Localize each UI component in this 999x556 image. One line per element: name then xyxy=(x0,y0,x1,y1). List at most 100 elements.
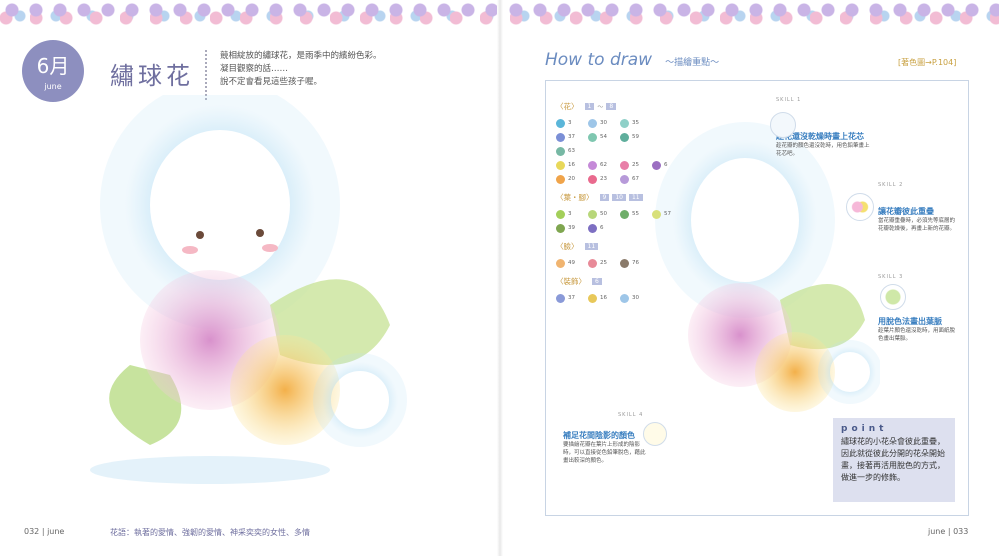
point-box: point 繡球花的小花朵會彼此重疊，因此就從彼此分開的花朵開始畫，接著再活用脫… xyxy=(833,418,955,502)
swatch-number: 50 xyxy=(600,211,607,217)
swatch-color xyxy=(588,160,597,170)
swatch: 67 xyxy=(620,174,652,184)
title-divider xyxy=(205,50,207,100)
skill-title: 補足花間陰影的顏色 xyxy=(563,431,635,440)
swatch-row: 37 54 59 xyxy=(556,130,686,144)
swatch-color xyxy=(556,146,565,156)
skill-circle xyxy=(880,284,906,310)
page-number: 032 xyxy=(24,527,40,536)
swatch-number: 16 xyxy=(568,162,575,168)
palette-group: 〈裝飾〉 6 xyxy=(556,276,686,287)
puddle xyxy=(90,456,330,484)
palette: 〈花〉 1 ～ 8 3 30 35 37 54 59 63 16 62 25 6 20 23 67 〈葉・腳〉 9 10… xyxy=(556,95,686,305)
badge: 1 xyxy=(584,103,595,110)
skill-text: 趁葉片顏色還沒乾時，用面紙脫色畫出葉脈。 xyxy=(878,328,956,342)
swatch: 30 xyxy=(588,118,620,128)
swatch-row: 63 xyxy=(556,144,686,158)
intro: 競相綻放的繡球花，是雨季中的繽紛色彩。 凝目觀察的話…… 說不定會看見這些孩子喔。 xyxy=(220,50,382,89)
swatch-number: 35 xyxy=(632,120,639,126)
swatch-color xyxy=(620,132,629,142)
gutter xyxy=(497,0,503,556)
swatch: 39 xyxy=(556,223,588,233)
swatch-color xyxy=(588,293,597,303)
swatch-color xyxy=(620,118,629,128)
swatch-color xyxy=(588,132,597,142)
group-label: 〈葉・腳〉 xyxy=(556,193,594,202)
swatch-number: 23 xyxy=(600,176,607,182)
skill: SKILL 2 讓花瓣彼此重疊 當花瓣重疊時，必須先等底層的花瓣乾燥後，再畫上新… xyxy=(878,182,958,233)
skill: SKILL 3 用脫色法畫出葉脈 趁葉片顏色還沒乾時，用面紙脫色畫出葉脈。 xyxy=(878,274,958,343)
skill-tag: SKILL 4 xyxy=(618,412,644,418)
month-badge: 6月 june xyxy=(22,40,84,102)
badge: 11 xyxy=(628,194,643,201)
page-number: 033 xyxy=(953,527,969,536)
swatch-color xyxy=(620,209,629,219)
swatch: 49 xyxy=(556,258,588,268)
swatch-row: 37 16 30 xyxy=(556,291,686,305)
skill: SKILL 1 趁花還沒乾燥時畫上花芯 趁花瓣的顏色還沒乾時，用色鉛筆畫上花芯吧… xyxy=(776,97,871,158)
swatch-color xyxy=(556,209,565,219)
swatch: 20 xyxy=(556,174,588,184)
how-to-draw: How to draw ～描繪重點～ xyxy=(545,50,719,70)
swatch-number: 63 xyxy=(568,148,575,154)
intro-line: 凝目觀察的話…… xyxy=(220,64,289,74)
swatch-color xyxy=(588,258,597,268)
swatch-color xyxy=(556,132,565,142)
swatch-color xyxy=(556,174,565,184)
swatch-color xyxy=(588,223,597,233)
skill-text: 當花瓣重疊時，必須先等底層的花瓣乾燥後，再畫上新的花瓣。 xyxy=(878,218,956,232)
swatch: 6 xyxy=(652,160,684,170)
swatch: 30 xyxy=(620,293,652,303)
swatch-color xyxy=(556,160,565,170)
swatch-number: 62 xyxy=(600,162,607,168)
swatch-number: 55 xyxy=(632,211,639,217)
swatch: 37 xyxy=(556,293,588,303)
swatch-number: 6 xyxy=(600,225,604,231)
flower-language: 花語：執著的愛情、強韌的愛情、神采奕奕的女性、多情 xyxy=(110,528,310,537)
swatch-row: 3 50 55 57 xyxy=(556,207,686,221)
swatch: 57 xyxy=(652,209,684,219)
swatch-color xyxy=(620,174,629,184)
skill-text: 要描繪花瓣在葉片上形成的陰影時，可以直接從色鉛筆脫色，藉此畫出較深的顏色。 xyxy=(563,442,646,464)
swatch-color xyxy=(588,174,597,184)
swatch-row: 49 25 76 xyxy=(556,256,686,270)
swatch-color xyxy=(620,160,629,170)
badge: 8 xyxy=(606,103,617,110)
swatch: 54 xyxy=(588,132,620,142)
running-head: june xyxy=(928,527,946,536)
swatch-color xyxy=(652,160,661,170)
swatch-number: 76 xyxy=(632,260,639,266)
swatch: 25 xyxy=(620,160,652,170)
swatch: 16 xyxy=(588,293,620,303)
skill-title: 趁花還沒乾燥時畫上花芯 xyxy=(776,132,864,141)
swatch-number: 37 xyxy=(568,295,575,301)
group-label: 〈花〉 xyxy=(556,102,579,111)
swatch-number: 67 xyxy=(632,176,639,182)
swatch-number: 49 xyxy=(568,260,575,266)
reference: [著色圖→P.104] xyxy=(898,58,957,67)
swatch: 62 xyxy=(588,160,620,170)
skill-tag: SKILL 1 xyxy=(776,97,802,103)
swatch: 3 xyxy=(556,118,588,128)
swatch-row: 16 62 25 6 xyxy=(556,158,686,172)
title: 繡球花 xyxy=(110,62,194,90)
hydrangea-head xyxy=(655,122,835,318)
swatch-number: 3 xyxy=(568,120,572,126)
point-label: point xyxy=(841,424,888,434)
illustration-left xyxy=(90,95,407,484)
badge: ～ xyxy=(597,104,604,111)
swatch-color xyxy=(556,223,565,233)
badge: 9 xyxy=(599,194,610,201)
point-text: 繡球花的小花朵會彼此重疊，因此就從彼此分開的花朵開始畫，接著再活用脫色的方式，做… xyxy=(841,437,945,482)
swatch: 6 xyxy=(588,223,620,233)
month-en: june xyxy=(44,82,62,91)
palette-group: 〈臉〉 11 xyxy=(556,241,686,252)
skill-circle xyxy=(770,112,796,138)
skill-circle xyxy=(643,422,667,446)
small-hydrangea xyxy=(818,340,880,404)
swatch-number: 16 xyxy=(600,295,607,301)
skill-circle xyxy=(846,193,874,221)
howto-frame xyxy=(545,80,969,516)
badge: 6 xyxy=(592,278,602,285)
running-head: june xyxy=(47,527,65,536)
